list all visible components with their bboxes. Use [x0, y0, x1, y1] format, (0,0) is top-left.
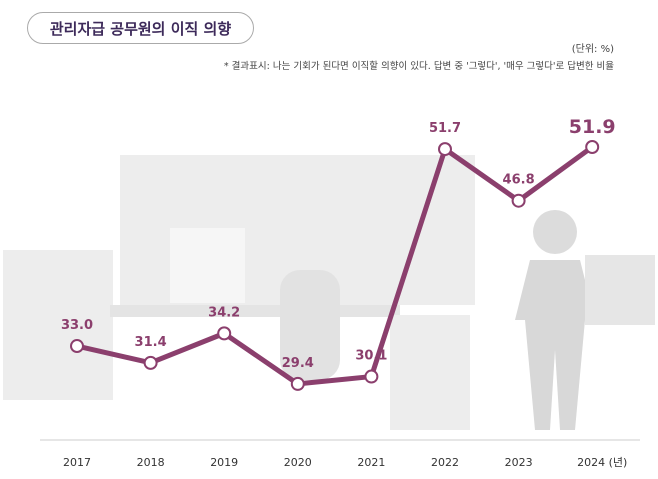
data-point: [143, 355, 158, 370]
data-label: 51.7: [429, 121, 461, 136]
data-label: 34.2: [208, 305, 240, 320]
x-tick-label: 2017: [63, 456, 91, 469]
series-line: [76, 144, 594, 387]
background-illustration: [3, 155, 655, 430]
data-point: [585, 140, 600, 154]
data-label: 33.0: [61, 318, 93, 333]
unit-label: (단위: %): [571, 44, 614, 55]
chart-note: * 결과표시: 나는 기회가 된다면 이직할 의향이 있다. 답변 중 '그렇다…: [223, 61, 614, 72]
data-label: 29.4: [282, 356, 314, 371]
data-point: [290, 376, 305, 391]
x-tick-label: 2018: [137, 456, 165, 469]
data-label: 51.9: [569, 116, 616, 138]
data-point: [438, 142, 452, 157]
x-tick-label: 2024 (년): [577, 456, 627, 469]
data-label: 46.8: [503, 173, 535, 188]
data-point: [70, 339, 84, 354]
data-point: [217, 326, 232, 341]
x-tick-label: 2022: [431, 456, 459, 469]
x-tick-label: 2021: [357, 456, 385, 469]
data-point: [511, 193, 526, 208]
data-label: 31.4: [135, 335, 167, 350]
x-tick-label: 2020: [284, 456, 312, 469]
data-label: 30.1: [355, 349, 387, 364]
x-tick-label: 2023: [505, 456, 533, 469]
chart-title: 관리자급 공무원의 이직 의향: [27, 12, 254, 44]
data-point: [364, 369, 379, 384]
x-tick-label: 2019: [210, 456, 238, 469]
